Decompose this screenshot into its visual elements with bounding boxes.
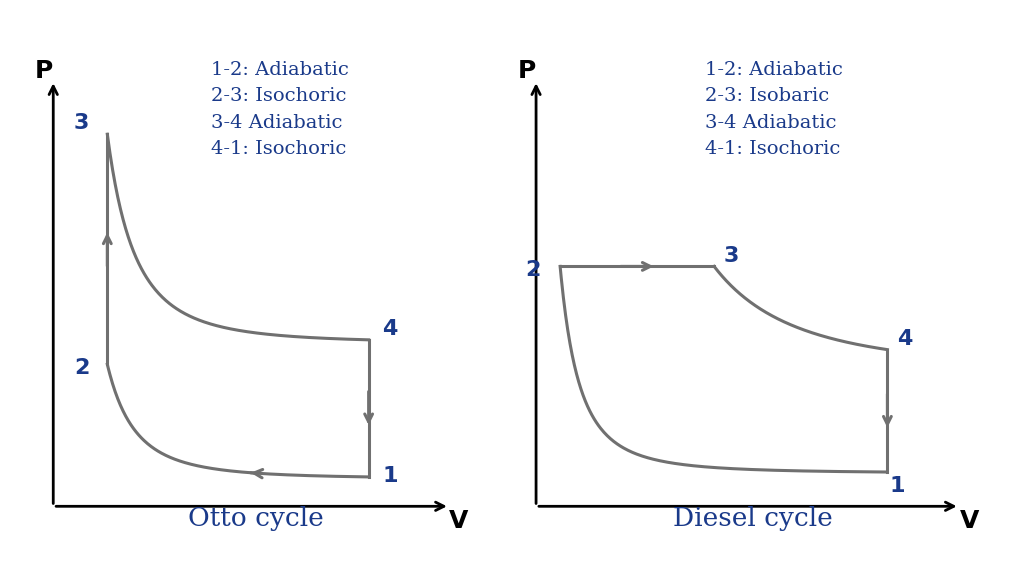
Text: V: V	[450, 509, 468, 533]
Text: 1: 1	[382, 466, 397, 486]
Text: 3: 3	[724, 245, 739, 266]
Text: 1-2: Adiabatic
2-3: Isochoric
3-4 Adiabatic
4-1: Isochoric: 1-2: Adiabatic 2-3: Isochoric 3-4 Adiaba…	[211, 61, 349, 158]
Text: 4: 4	[382, 319, 397, 339]
Text: P: P	[517, 59, 536, 82]
Text: 4: 4	[897, 329, 912, 348]
Text: 2: 2	[525, 260, 541, 280]
Text: 2: 2	[74, 358, 89, 378]
Text: V: V	[959, 509, 979, 533]
Text: P: P	[35, 59, 53, 82]
Text: 1-2: Adiabatic
2-3: Isobaric
3-4 Adiabatic
4-1: Isochoric: 1-2: Adiabatic 2-3: Isobaric 3-4 Adiabat…	[705, 61, 843, 158]
Text: 3: 3	[74, 113, 89, 133]
Text: 1: 1	[889, 476, 905, 495]
Text: Otto cycle: Otto cycle	[188, 506, 324, 531]
Text: Diesel cycle: Diesel cycle	[673, 506, 833, 531]
